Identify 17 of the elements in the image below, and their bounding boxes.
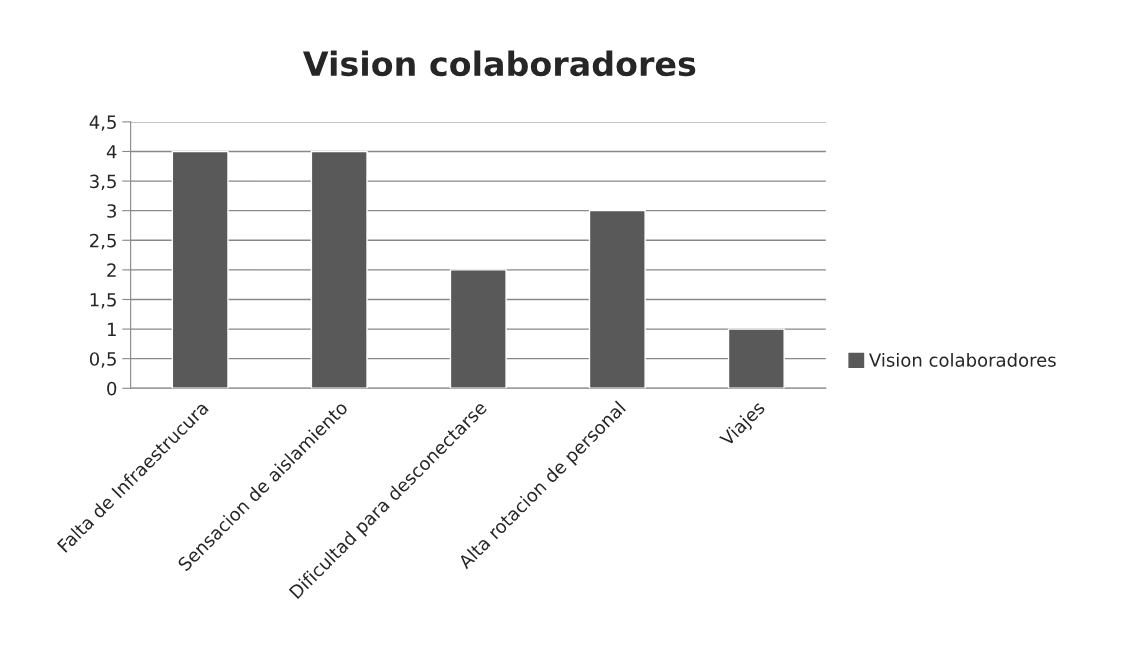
bar	[727, 328, 785, 389]
bar	[449, 269, 507, 389]
y-tick-label: 4,5	[89, 115, 116, 131]
y-tick-label: 3	[107, 204, 116, 218]
bar	[310, 150, 368, 389]
bar	[588, 209, 646, 389]
y-tick-label: 0	[107, 381, 117, 396]
chart-title: Vision colaboradores	[302, 50, 696, 77]
y-tick-label: 1,5	[90, 293, 116, 309]
y-tick-label: 2	[107, 263, 116, 277]
y-tick-label: 4	[106, 145, 117, 159]
y-tick-label: 1	[107, 322, 116, 336]
y-tick-label: 0,5	[89, 352, 116, 368]
y-tick-label: 3,5	[90, 174, 116, 191]
y-tick-label: 2,5	[90, 233, 116, 250]
legend-label: Vision colaboradores	[869, 352, 1056, 367]
bar	[171, 150, 229, 389]
